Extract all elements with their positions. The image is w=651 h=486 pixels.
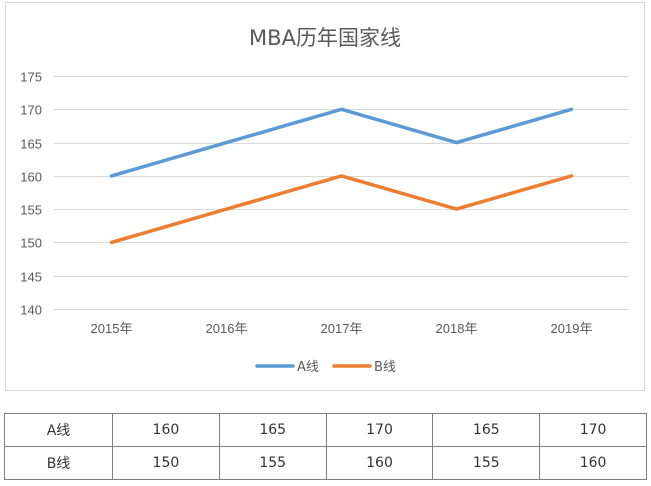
series-line-b xyxy=(109,174,574,245)
data-table: A线 160 165 170 165 170 B线 150 155 160 155 160 xyxy=(4,413,647,480)
y-tick-label: 170 xyxy=(20,103,42,118)
table-cell: 165 xyxy=(218,413,327,447)
y-tick-label: 175 xyxy=(20,70,42,85)
table-cell: 150 xyxy=(112,446,220,480)
gridlines xyxy=(54,76,629,310)
y-tick-label: 165 xyxy=(20,137,42,152)
table-cell: 155 xyxy=(218,446,327,480)
table-cell: 160 xyxy=(539,446,647,480)
chart-frame: MBA历年国家线 140 145 150 155 160 165 170 175 2015年 2… xyxy=(5,2,645,391)
x-axis-ticks: 2015年 2016年 2017年 2018年 2019年 xyxy=(91,321,593,336)
table-row-label: B线 xyxy=(4,446,113,480)
x-tick-label: 2018年 xyxy=(436,321,478,336)
series-lines xyxy=(109,107,574,245)
table-cell: 160 xyxy=(325,446,434,480)
table-row-label: A线 xyxy=(4,413,113,447)
legend-label: A线 xyxy=(297,360,319,375)
table-cell: 170 xyxy=(325,413,434,447)
legend: A线 B线 xyxy=(255,360,396,375)
y-tick-label: 160 xyxy=(20,170,42,185)
table-cell: 170 xyxy=(539,413,647,447)
table-row: A线 160 165 170 165 170 xyxy=(4,413,647,447)
y-tick-label: 155 xyxy=(20,203,42,218)
y-tick-label: 150 xyxy=(20,236,42,251)
x-tick-label: 2019年 xyxy=(551,321,593,336)
x-tick-label: 2016年 xyxy=(206,321,248,336)
table-cell: 155 xyxy=(432,446,541,480)
x-tick-label: 2017年 xyxy=(321,321,363,336)
legend-label: B线 xyxy=(374,360,396,375)
y-axis-ticks: 140 145 150 155 160 165 170 175 xyxy=(20,70,42,318)
data-table-body: A线 160 165 170 165 170 B线 150 155 160 155 160 xyxy=(4,413,647,480)
y-tick-label: 140 xyxy=(20,303,42,318)
table-cell: 160 xyxy=(112,413,220,447)
table-row: B线 150 155 160 155 160 xyxy=(4,446,647,480)
chart-title: MBA历年国家线 xyxy=(249,26,401,50)
series-line-a xyxy=(109,107,574,178)
x-tick-label: 2015年 xyxy=(91,321,133,336)
table-cell: 165 xyxy=(432,413,541,447)
y-tick-label: 145 xyxy=(20,270,42,285)
